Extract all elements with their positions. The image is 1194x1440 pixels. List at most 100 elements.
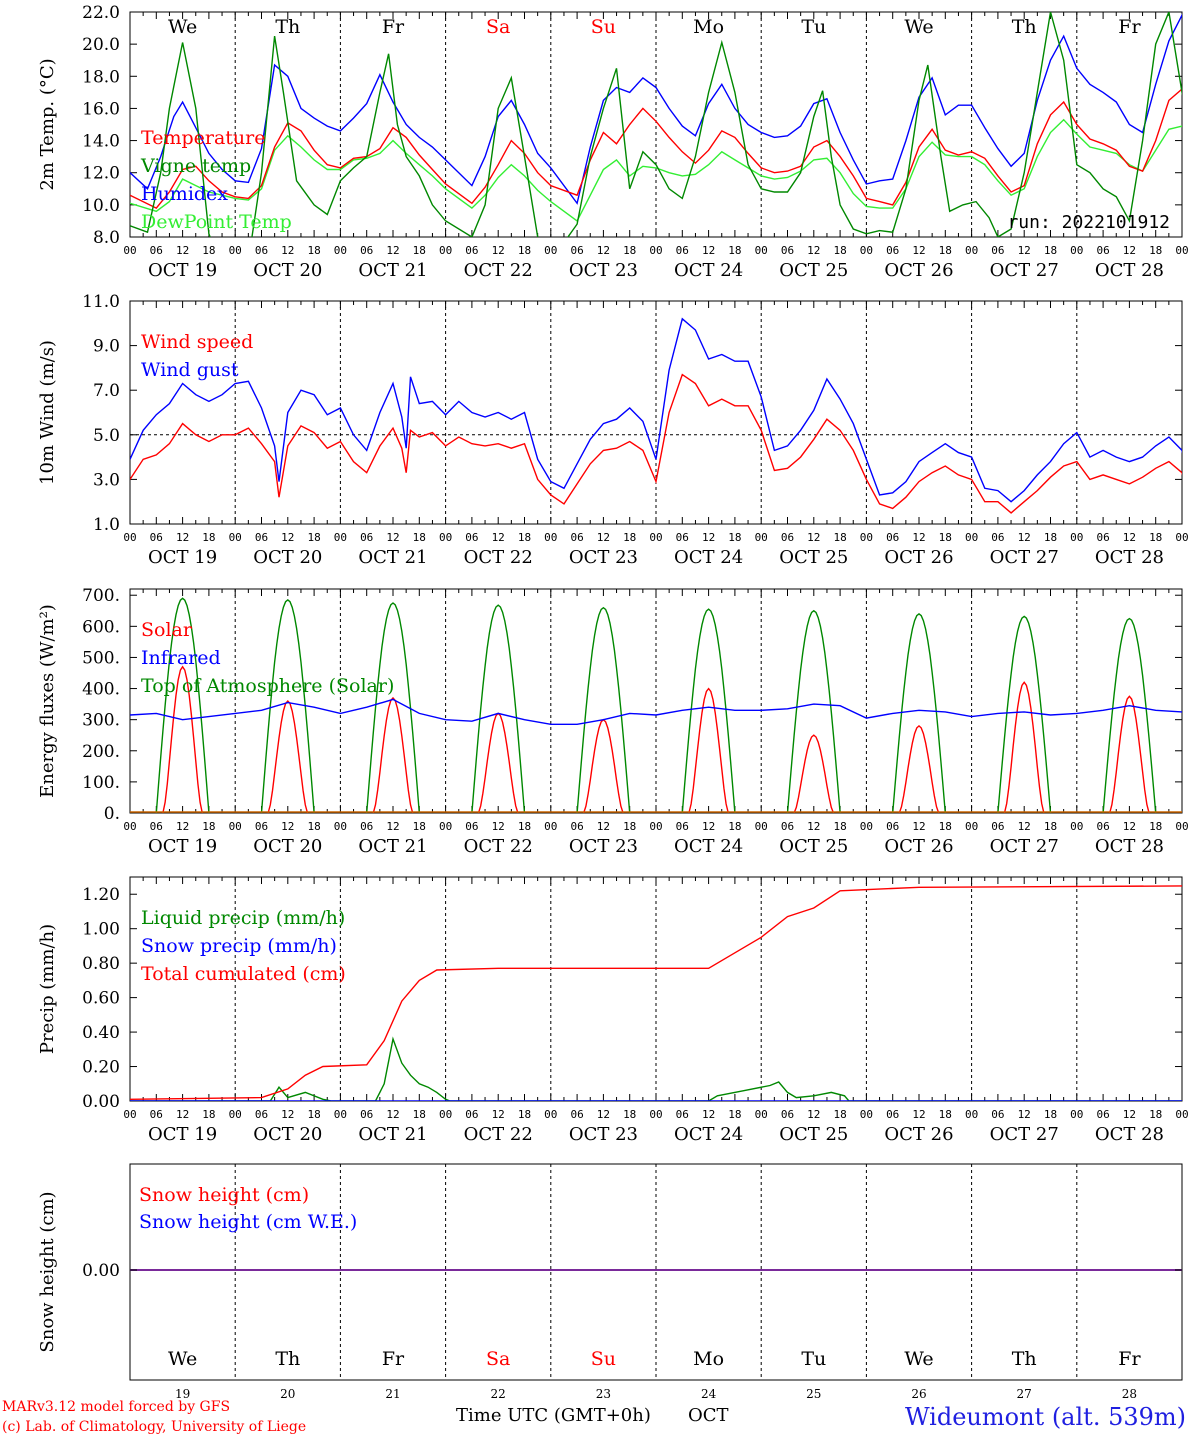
- toa-day-1: [155, 597, 210, 813]
- hour-tick-label: 12: [492, 244, 505, 257]
- hour-tick-label: 00: [1175, 820, 1188, 833]
- y-axis-label: Snow height (cm): [37, 1191, 58, 1352]
- hour-tick-label: 00: [544, 820, 557, 833]
- hour-tick-label: 06: [570, 820, 583, 833]
- temp-legend-1: Temperature: [141, 127, 265, 149]
- weekday-label: Th: [275, 1348, 300, 1370]
- temp-legend-2: Vigne temp: [140, 155, 251, 177]
- date-label: OCT 28: [1095, 1124, 1164, 1145]
- hour-tick-label: 06: [886, 244, 899, 257]
- hour-tick-label: 06: [360, 1108, 373, 1121]
- hour-tick-label: 00: [544, 1108, 557, 1121]
- weekday-label: Th: [1012, 16, 1037, 38]
- weekday-label: Fr: [382, 16, 405, 38]
- date-label: OCT 23: [569, 1124, 638, 1145]
- hour-tick-label: 06: [255, 820, 268, 833]
- hour-tick-label: 00: [1070, 820, 1083, 833]
- hour-tick-label: 18: [833, 820, 846, 833]
- hour-tick-label: 06: [570, 531, 583, 544]
- weekday-label: Tu: [801, 1348, 826, 1370]
- solar-day-8: [898, 724, 940, 813]
- hour-tick-label: 12: [492, 820, 505, 833]
- hour-tick-label: 12: [912, 244, 925, 257]
- hour-tick-label: 06: [465, 531, 478, 544]
- weekday-label: We: [904, 16, 933, 38]
- hour-tick-label: 18: [833, 531, 846, 544]
- hour-tick-label: 18: [1044, 1108, 1057, 1121]
- date-label: OCT 21: [358, 547, 427, 568]
- hour-tick-label: 12: [492, 1108, 505, 1121]
- temp-series-2: [130, 12, 1182, 237]
- hour-tick-label: 18: [1149, 820, 1162, 833]
- hour-tick-label: 06: [676, 820, 689, 833]
- hour-tick-label: 12: [1018, 531, 1031, 544]
- temp-legend-3: Humidex: [141, 183, 228, 205]
- weekday-label: Mo: [693, 1348, 724, 1370]
- hour-tick-label: 18: [833, 1108, 846, 1121]
- y-tick-label: 0.00: [82, 1092, 120, 1112]
- hour-tick-label: 18: [307, 244, 320, 257]
- hour-tick-label: 12: [912, 820, 925, 833]
- y-tick-label: 3.0: [93, 470, 120, 490]
- hour-tick-label: 12: [807, 244, 820, 257]
- energy-legend-3: Top of Atmosphere (Solar): [141, 675, 394, 697]
- hour-tick-label: 18: [202, 820, 215, 833]
- temp-series-3: [130, 13, 1182, 205]
- solar-day-3: [372, 696, 414, 813]
- hour-tick-label: 12: [281, 820, 294, 833]
- hour-tick-label: 06: [465, 820, 478, 833]
- hour-tick-label: 12: [281, 1108, 294, 1121]
- energy-legend-1: Solar: [141, 619, 193, 641]
- date-label: OCT 24: [674, 836, 743, 857]
- y-tick-label: 0.60: [82, 989, 120, 1009]
- hour-tick-label: 06: [255, 244, 268, 257]
- date-label: OCT 19: [148, 547, 217, 568]
- hour-tick-label: 00: [649, 244, 662, 257]
- hour-tick-label: 06: [150, 820, 163, 833]
- precip-legend-2: Snow precip (mm/h): [141, 935, 337, 957]
- y-tick-label: 1.20: [82, 885, 120, 905]
- hour-tick-label: 12: [1018, 1108, 1031, 1121]
- y-tick-label: 18.0: [82, 67, 120, 87]
- date-label: OCT 24: [674, 547, 743, 568]
- hour-tick-label: 18: [833, 244, 846, 257]
- date-label: OCT 20: [253, 547, 322, 568]
- toa-day-9: [997, 615, 1052, 813]
- solar-day-6: [688, 687, 729, 813]
- y-axis-label: Energy fluxes (W/m²): [37, 604, 58, 798]
- hour-tick-label: 12: [386, 1108, 399, 1121]
- hour-tick-label: 06: [150, 1108, 163, 1121]
- hour-tick-label: 12: [176, 531, 189, 544]
- toa-day-10: [1102, 617, 1157, 813]
- hour-tick-label: 12: [807, 820, 820, 833]
- date-label: OCT 22: [464, 836, 533, 857]
- hour-tick-label: 12: [597, 820, 610, 833]
- hour-tick-label: 12: [1018, 820, 1031, 833]
- temp-series-4: [130, 118, 1182, 222]
- hour-tick-label: 00: [965, 820, 978, 833]
- solar-day-2: [267, 699, 309, 813]
- day-number-label: 27: [1017, 1387, 1032, 1401]
- time-axis-title: Time UTC (GMT+0h): [456, 1405, 651, 1426]
- hour-tick-label: 12: [386, 244, 399, 257]
- hour-tick-label: 00: [649, 1108, 662, 1121]
- hour-tick-label: 18: [413, 531, 426, 544]
- solar-day-5: [583, 718, 624, 813]
- weekday-label: We: [168, 1348, 197, 1370]
- date-label: OCT 27: [990, 836, 1059, 857]
- y-tick-label: 500.: [82, 648, 120, 668]
- lab-credit: (c) Lab. of Climatology, University of L…: [2, 1419, 307, 1435]
- day-number-label: 21: [385, 1387, 400, 1401]
- y-tick-label: 400.: [82, 680, 120, 700]
- hour-tick-label: 00: [123, 820, 136, 833]
- hour-tick-label: 12: [597, 1108, 610, 1121]
- hour-tick-label: 00: [1175, 1108, 1188, 1121]
- hour-tick-label: 06: [781, 1108, 794, 1121]
- model-credit: MARv3.12 model forced by GFS: [2, 1399, 231, 1415]
- weekday-label: We: [168, 16, 197, 38]
- hour-tick-label: 06: [465, 244, 478, 257]
- hour-tick-label: 06: [781, 820, 794, 833]
- date-label: OCT 22: [464, 260, 533, 281]
- date-label: OCT 21: [358, 260, 427, 281]
- hour-tick-label: 18: [1149, 531, 1162, 544]
